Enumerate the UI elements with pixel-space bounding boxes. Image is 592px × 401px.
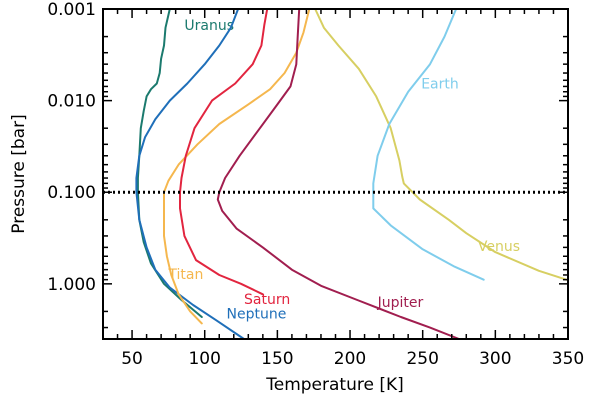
series-line-saturn [179, 8, 269, 296]
y-tick-label: 0.001 [47, 0, 96, 20]
series-line-titan [163, 8, 311, 325]
x-axis-title: Temperature [K] [265, 375, 404, 395]
y-tick-label: 0.100 [47, 183, 96, 203]
ticks-layer: 50 100 150 200 250 300 350 0.001 0.010 0.100 1.000 [47, 0, 584, 369]
series-line-neptune [135, 8, 245, 340]
x-tick-label: 300 [479, 349, 511, 369]
x-tick-label: 350 [552, 349, 584, 369]
series-line-jupiter [216, 8, 460, 340]
series-line-venus [314, 8, 568, 281]
plot-content: Uranus Neptune Titan Saturn Jupiter Venus Eart… [103, 8, 568, 340]
series-label-venus: Venus [478, 239, 520, 255]
series-label-uranus: Uranus [184, 18, 234, 34]
series-label-earth: Earth [421, 77, 459, 93]
series-line-uranus [136, 8, 203, 318]
series-label-saturn: Saturn [244, 292, 290, 308]
y-tick-label: 1.000 [47, 275, 96, 295]
x-tick-label: 150 [261, 349, 293, 369]
series-label-titan: Titan [167, 267, 203, 283]
x-tick-label: 200 [334, 349, 366, 369]
series-label-jupiter: Jupiter [377, 295, 424, 311]
y-axis-title: Pressure [bar] [9, 114, 29, 233]
series-line-earth [372, 8, 485, 281]
x-tick-label: 100 [188, 349, 220, 369]
series-label-neptune: Neptune [227, 307, 287, 323]
plot-frame [102, 8, 569, 340]
x-tick-label: 250 [406, 349, 438, 369]
y-tick-label: 0.010 [47, 92, 96, 112]
x-tick-label: 50 [121, 349, 143, 369]
